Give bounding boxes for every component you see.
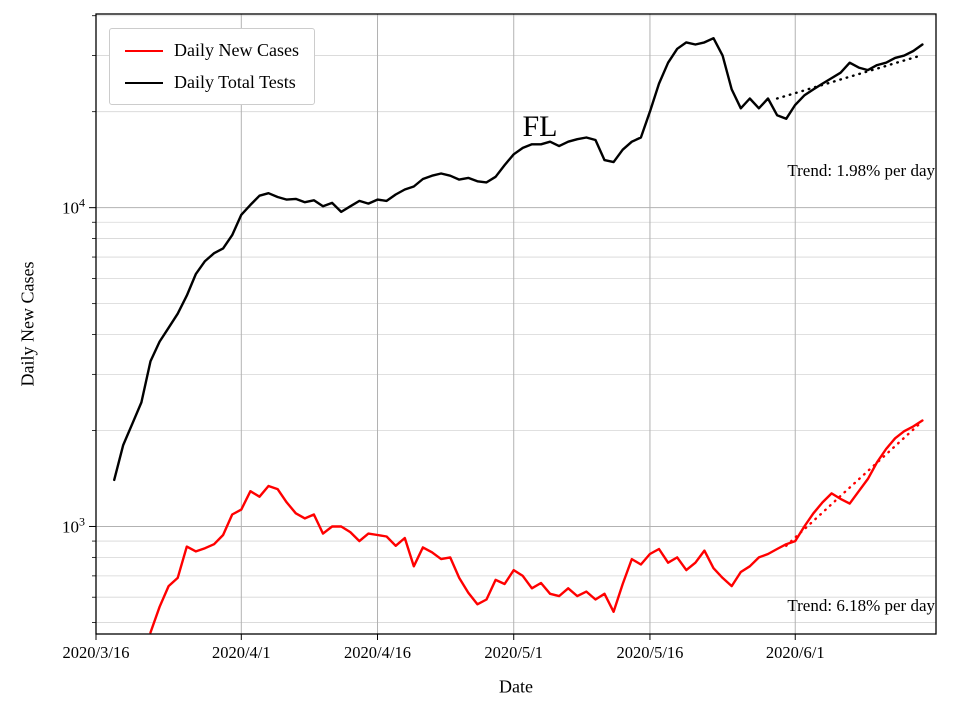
plot-border bbox=[95, 13, 937, 635]
series-line-daily-total-tests bbox=[112, 37, 924, 482]
x-tick-label: 2020/5/16 bbox=[616, 643, 683, 662]
legend-label: Daily New Cases bbox=[174, 40, 299, 60]
x-tick-label: 2020/4/16 bbox=[344, 643, 411, 662]
y-axis-label: Daily New Cases bbox=[17, 261, 38, 387]
legend-label: Daily Total Tests bbox=[174, 72, 296, 92]
legend-item-daily-new-cases: Daily New Cases bbox=[125, 40, 299, 61]
trend-annotation-tests: Trend: 1.98% per day bbox=[787, 161, 935, 180]
y-tick-label: 104 bbox=[62, 196, 85, 218]
x-tick-label: 2020/3/16 bbox=[63, 643, 130, 662]
trend-annotation-cases: Trend: 6.18% per day bbox=[787, 596, 935, 615]
x-tick-label: 2020/5/1 bbox=[484, 643, 543, 662]
x-axis-label: Date bbox=[499, 676, 533, 697]
legend-line-swatch-red bbox=[125, 49, 163, 52]
state-label: FL bbox=[522, 110, 558, 143]
trend-line-daily-new-cases bbox=[785, 420, 924, 547]
legend: Daily New Cases Daily Total Tests bbox=[109, 28, 315, 105]
trend-line-daily-total-tests bbox=[775, 53, 924, 100]
series-line-daily-new-cases bbox=[149, 419, 924, 634]
legend-line-swatch-black bbox=[125, 81, 163, 84]
x-tick-label: 2020/6/1 bbox=[766, 643, 825, 662]
legend-item-daily-total-tests: Daily Total Tests bbox=[125, 72, 299, 93]
x-tick-label: 2020/4/1 bbox=[212, 643, 271, 662]
y-tick-label: 103 bbox=[62, 514, 85, 536]
